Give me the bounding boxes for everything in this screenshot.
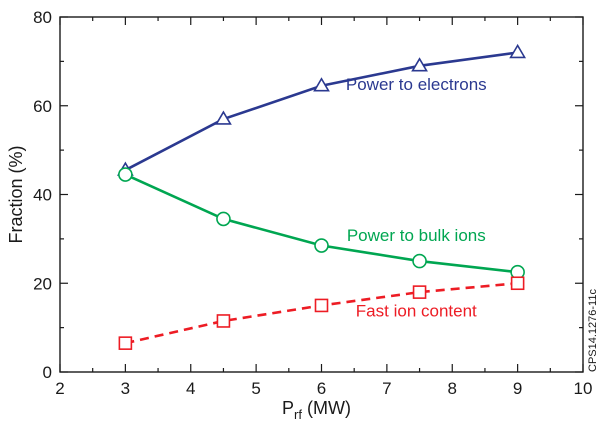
series-line [124, 173, 518, 274]
y-tick-label: 0 [43, 363, 52, 382]
triangle-marker [411, 57, 428, 72]
square-marker [216, 314, 231, 328]
series-label: Power to bulk ions [347, 226, 486, 245]
series-0 [116, 43, 527, 176]
figure-id-note: CPS14.1276-11c [587, 289, 598, 372]
square-marker [118, 336, 133, 350]
triangle-marker [313, 77, 330, 92]
square-marker [510, 276, 525, 291]
plot-frame [59, 16, 584, 373]
y-tick-label: 60 [33, 97, 52, 116]
x-tick-label: 5 [251, 379, 260, 398]
series-layer [116, 43, 527, 350]
series-1 [118, 167, 525, 280]
y-tick-label: 80 [33, 8, 52, 27]
x-tick-label: 4 [186, 379, 195, 398]
x-tick-label: 7 [382, 379, 391, 398]
circle-marker [118, 167, 133, 182]
axes: 2 3 4 5 6 7 8 9 10 0 20 40 60 80 [33, 8, 592, 398]
x-axis-title-main: P [282, 398, 294, 418]
x-axis-title-subscript: rf [294, 407, 302, 422]
y-axis-title: Fraction (%) [6, 145, 26, 243]
series-label: Fast ion content [356, 302, 477, 321]
y-tick-label: 20 [33, 274, 52, 293]
x-tick-label: 9 [513, 379, 522, 398]
series-line [124, 51, 518, 172]
circle-marker [216, 211, 231, 227]
labels-layer: Power to electrons Power to bulk ions Fast… [346, 75, 487, 320]
x-axis-title: Prf (MW) [282, 398, 351, 422]
circle-marker [412, 253, 427, 269]
series-label: Power to electrons [346, 75, 487, 94]
triangle-marker [509, 43, 527, 59]
x-axis-title-unit: (MW) [302, 398, 351, 418]
y-tick-label: 40 [33, 186, 52, 205]
square-marker [412, 285, 427, 299]
circle-marker [314, 238, 329, 253]
square-marker [314, 298, 329, 313]
x-tick-label: 6 [317, 379, 326, 398]
x-tick-label: 2 [55, 379, 64, 398]
x-tick-label: 3 [121, 379, 130, 398]
triangle-marker [215, 110, 232, 125]
x-tick-label: 8 [448, 379, 457, 398]
series-2 [118, 276, 525, 350]
x-tick-label: 10 [574, 379, 593, 398]
